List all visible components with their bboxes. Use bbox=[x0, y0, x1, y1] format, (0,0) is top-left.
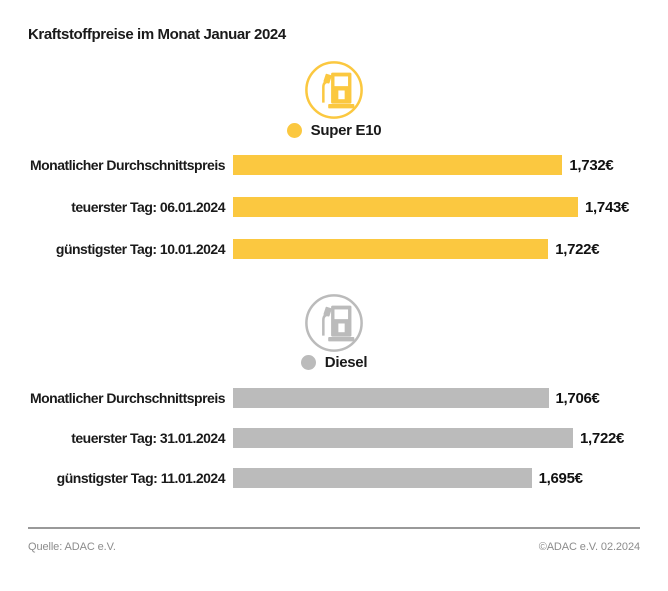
legend-label-super-e10: Super E10 bbox=[310, 121, 382, 139]
bar-super-min bbox=[233, 239, 549, 259]
page-title: Kraftstoffpreise im Monat Januar 2024 bbox=[28, 26, 286, 43]
bar-diesel-max bbox=[233, 428, 573, 448]
bar-category-text: teuerster Tag: 31.01.2024 bbox=[71, 430, 225, 446]
legend-diesel: Diesel bbox=[0, 353, 668, 371]
fuel-pump-icon bbox=[303, 292, 365, 354]
footer-copyright: ©ADAC e.V. 02.2024 bbox=[538, 541, 640, 553]
legend-dot-super-e10 bbox=[286, 122, 302, 138]
fuel-pump-icon bbox=[303, 59, 365, 121]
bar-category-label: teuerster Tag: 31.01.2024 bbox=[0, 430, 225, 446]
bar-category-label: Monatlicher Durchschnittspreis bbox=[0, 157, 226, 173]
bar-diesel-min bbox=[233, 468, 532, 488]
bar-category-label: Monatlicher Durchschnittspreis bbox=[0, 390, 226, 406]
bar-row-super-average: Monatlicher Durchschnittspreis 1,732€ bbox=[0, 155, 668, 175]
bar-value-label: 1,722€ bbox=[580, 429, 625, 447]
footer-source: Quelle: ADAC e.V. bbox=[28, 541, 116, 553]
bar-row-super-min: günstigster Tag: 10.01.2024 1,722€ bbox=[0, 239, 668, 259]
bar-category-label: günstigster Tag: 10.01.2024 bbox=[0, 241, 226, 257]
bar-value-label: 1,732€ bbox=[569, 156, 614, 174]
bar-category-text: Monatlicher Durchschnittspreis bbox=[29, 390, 226, 406]
bar-category-text: teuerster Tag: 06.01.2024 bbox=[71, 199, 225, 215]
bar-row-diesel-max: teuerster Tag: 31.01.2024 1,722€ bbox=[0, 428, 668, 448]
bar-category-text: günstigster Tag: 11.01.2024 bbox=[56, 470, 226, 486]
bar-row-diesel-min: günstigster Tag: 11.01.2024 1,695€ bbox=[0, 468, 668, 488]
legend-dot-diesel bbox=[300, 354, 316, 370]
bar-category-text: Monatlicher Durchschnittspreis bbox=[29, 157, 226, 173]
legend-super-e10: Super E10 bbox=[0, 121, 668, 139]
bar-value-label: 1,706€ bbox=[555, 389, 600, 407]
footer-divider bbox=[28, 527, 640, 529]
bar-value-label: 1,743€ bbox=[585, 198, 630, 216]
bar-value-label: 1,722€ bbox=[555, 240, 600, 258]
bar-category-label: günstigster Tag: 11.01.2024 bbox=[0, 470, 226, 486]
bar-super-max bbox=[233, 197, 578, 217]
bar-value-label: 1,695€ bbox=[538, 469, 583, 487]
bar-super-average bbox=[233, 155, 563, 175]
bar-row-super-max: teuerster Tag: 06.01.2024 1,743€ bbox=[0, 197, 668, 217]
bar-category-text: günstigster Tag: 10.01.2024 bbox=[55, 241, 226, 257]
bar-category-label: teuerster Tag: 06.01.2024 bbox=[0, 199, 225, 215]
legend-label-diesel: Diesel bbox=[324, 353, 368, 371]
bar-row-diesel-average: Monatlicher Durchschnittspreis 1,706€ bbox=[0, 388, 668, 408]
bar-diesel-average bbox=[233, 388, 549, 408]
